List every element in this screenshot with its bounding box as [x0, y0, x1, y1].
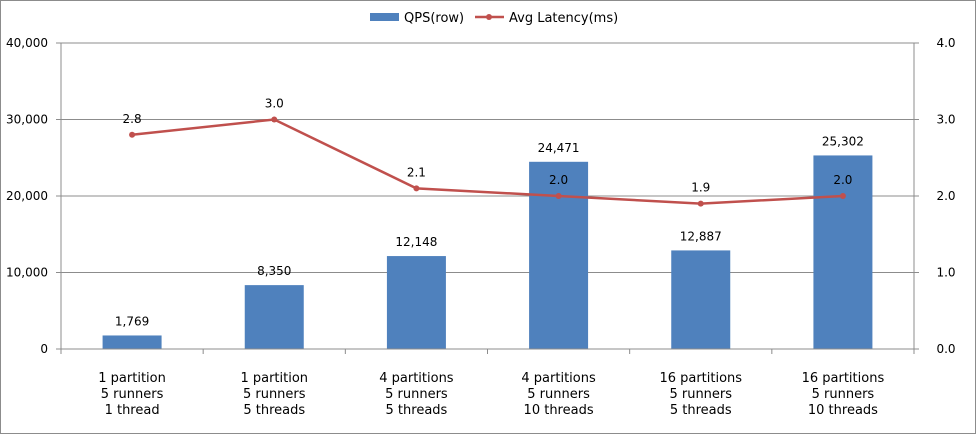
qps-data-label: 8,350: [257, 264, 291, 278]
legend-qps-label: QPS(row): [404, 11, 464, 26]
right-tick-label: 2.0: [936, 189, 955, 203]
latency-point: [697, 200, 704, 207]
category-label: 1 partition 5 runners 5 threads: [240, 371, 308, 418]
qps-bar: [529, 161, 589, 349]
latency-point: [555, 193, 562, 199]
category-label: 16 partitions 5 runners 10 threads: [802, 371, 885, 418]
gridlines: [61, 42, 914, 273]
left-tick-label: 30,000: [6, 113, 48, 127]
left-tick-label: 10,000: [6, 266, 48, 280]
qps-data-label: 12,148: [395, 235, 437, 249]
latency-data-label: 2.1: [407, 165, 426, 179]
latency-line: [129, 116, 846, 207]
category-label: 1 partition 5 runners 1 thread: [98, 371, 166, 418]
qps-data-label: 25,302: [822, 134, 864, 148]
latency-series-line: [131, 118, 843, 205]
qps-data-label: 12,887: [680, 229, 722, 243]
legend-latency-marker: [486, 14, 492, 20]
latency-data-label: 2.0: [549, 173, 568, 187]
qps-bar: [671, 250, 731, 349]
legend-latency-label: Avg Latency(ms): [509, 11, 618, 26]
latency-point: [839, 193, 846, 199]
qps-bar: [386, 256, 446, 349]
qps-bars: [102, 155, 873, 349]
qps-data-label: 24,471: [538, 141, 580, 155]
left-tick-label: 40,000: [6, 36, 48, 50]
latency-data-label: 3.0: [265, 97, 284, 111]
data-labels: 1,769 8,350 12,148 24,471 12,887 25,302 2.8 3.0…: [115, 97, 864, 329]
qps-bar: [244, 285, 304, 349]
latency-data-label: 1.9: [691, 181, 710, 195]
right-tick-label: 4.0: [936, 36, 955, 50]
latency-point: [129, 131, 136, 138]
right-tick-label: 0.0: [936, 342, 955, 356]
right-tick-label: 1.0: [936, 266, 955, 280]
right-tick-label: 3.0: [936, 113, 955, 127]
axes: 0 10,000 20,000 30,000 40,000 0.0 1.0 2.0 3.0 4.0…: [6, 36, 956, 418]
legend-qps-swatch: [370, 13, 399, 21]
category-label: 4 partitions 5 runners 5 threads: [379, 371, 454, 418]
latency-point: [271, 116, 278, 123]
latency-data-label: 2.8: [123, 112, 142, 126]
latency-data-label: 2.0: [833, 173, 852, 187]
category-label: 4 partitions 5 runners 10 threads: [521, 371, 596, 418]
category-label: 16 partitions 5 runners 5 threads: [659, 371, 742, 418]
left-tick-label: 20,000: [6, 189, 48, 203]
qps-data-label: 1,769: [115, 314, 149, 328]
qps-bar: [102, 335, 162, 349]
latency-point: [413, 185, 420, 192]
legend: QPS(row) Avg Latency(ms): [370, 11, 618, 26]
left-tick-label: 0: [40, 342, 48, 356]
qps-bar: [813, 155, 873, 349]
